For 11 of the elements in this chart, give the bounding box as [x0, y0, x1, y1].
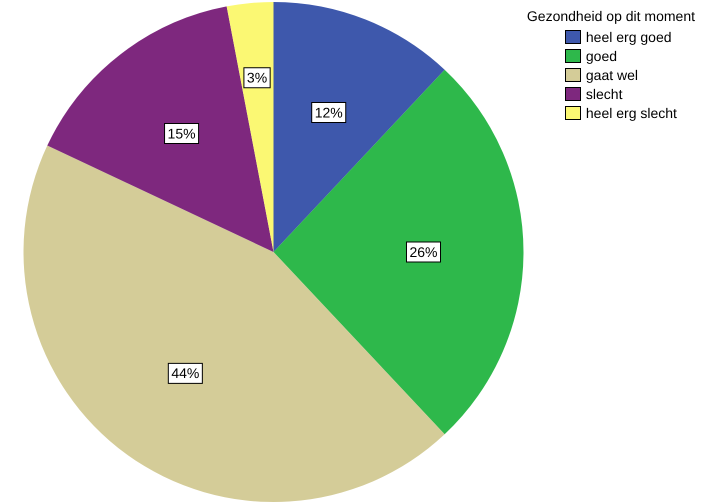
- legend-label: slecht: [586, 86, 622, 102]
- data-label: 12%: [314, 104, 343, 120]
- legend-label: heel erg goed: [586, 28, 672, 44]
- legend-title: Gezondheid op dit moment: [526, 8, 695, 24]
- legend-label: goed: [586, 48, 618, 64]
- legend-label: heel erg slecht: [586, 104, 677, 120]
- data-label: 3%: [246, 70, 268, 86]
- data-label: 44%: [171, 365, 200, 382]
- data-label: 26%: [409, 244, 438, 260]
- legend-label: gaat wel: [586, 66, 638, 82]
- data-label: 15%: [168, 125, 196, 142]
